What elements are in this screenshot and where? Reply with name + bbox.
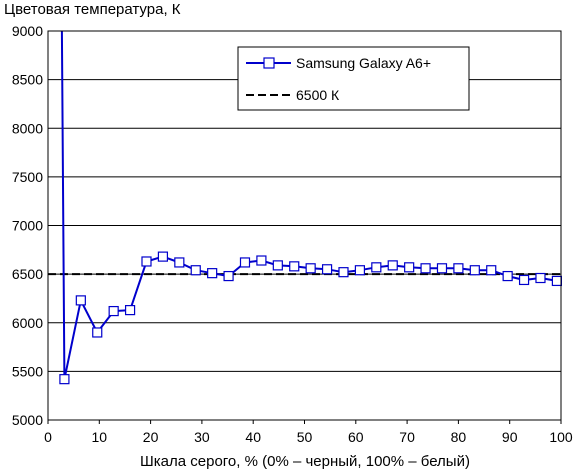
series-layer <box>48 30 562 385</box>
x-tick-label-60: 60 <box>348 429 364 445</box>
data-point-3 <box>108 305 119 317</box>
plot-frame <box>47 30 562 421</box>
x-tick-label-80: 80 <box>451 429 467 445</box>
data-point-7 <box>174 257 185 268</box>
y-tick-label-8000: 8000 <box>12 120 43 136</box>
data-point-28 <box>518 274 530 286</box>
data-point-20 <box>387 260 398 271</box>
x-tick-label-70: 70 <box>399 429 415 445</box>
data-point-21 <box>404 262 415 273</box>
y-tick-label-7000: 7000 <box>12 218 43 234</box>
x-tick-label-90: 90 <box>502 429 518 445</box>
data-point-16 <box>321 264 333 275</box>
x-tick-label-40: 40 <box>245 429 261 445</box>
x-tick-labels: 0 10 20 30 40 50 60 70 80 90 100 <box>44 429 573 445</box>
legend-marker-samsung <box>263 57 275 69</box>
x-tick-label-0: 0 <box>44 429 52 445</box>
data-point-18 <box>354 265 366 276</box>
y-axis-title: Цветовая температура, К <box>4 1 181 18</box>
y-tick-label-5000: 5000 <box>12 412 43 428</box>
data-point-4 <box>124 305 136 316</box>
data-point-30 <box>551 275 562 287</box>
data-point-6 <box>157 251 169 262</box>
data-point-26 <box>486 265 497 276</box>
data-point-29 <box>535 272 546 284</box>
data-point-15 <box>305 263 316 274</box>
y-tick-label-5500: 5500 <box>12 363 43 379</box>
data-point-10 <box>223 270 234 282</box>
x-tick-label-100: 100 <box>549 429 573 445</box>
data-point-17 <box>338 267 349 278</box>
data-point-12 <box>256 255 267 266</box>
legend-label-6500k: 6500 К <box>296 87 340 103</box>
data-point-5 <box>141 256 152 267</box>
legend: Samsung Galaxy A6+ 6500 К <box>237 46 470 111</box>
x-tick-label-10: 10 <box>92 429 108 445</box>
legend-label-samsung: Samsung Galaxy A6+ <box>296 55 431 71</box>
y-tick-label-8500: 8500 <box>12 72 43 88</box>
data-point-22 <box>420 263 431 274</box>
y-tick-label-6500: 6500 <box>12 266 43 282</box>
y-tick-label-7500: 7500 <box>12 169 43 185</box>
y-tick-label-9000: 9000 <box>12 23 43 39</box>
data-point-23 <box>436 263 448 274</box>
x-tick-label-30: 30 <box>194 429 210 445</box>
data-point-14 <box>289 261 300 272</box>
data-point-0 <box>59 374 70 385</box>
data-point-25 <box>469 265 480 276</box>
x-axis-title: Шкала серого, % (0% – черный, 100% – бел… <box>140 453 470 469</box>
data-point-24 <box>453 263 464 274</box>
data-point-13 <box>272 260 283 271</box>
data-point-27 <box>502 270 513 282</box>
data-point-2 <box>92 327 103 338</box>
legend-box <box>237 46 470 111</box>
y-tick-labels: 5000 5500 6000 6500 7000 7500 8000 8500 9000 <box>12 23 43 428</box>
data-point-9 <box>207 268 218 279</box>
data-point-1 <box>75 295 86 306</box>
x-tick-label-20: 20 <box>143 429 159 445</box>
data-point-8 <box>190 265 201 276</box>
y-tick-label-6000: 6000 <box>12 315 43 331</box>
data-point-19 <box>371 262 382 273</box>
data-point-11 <box>239 257 251 268</box>
x-tick-label-50: 50 <box>297 429 313 445</box>
